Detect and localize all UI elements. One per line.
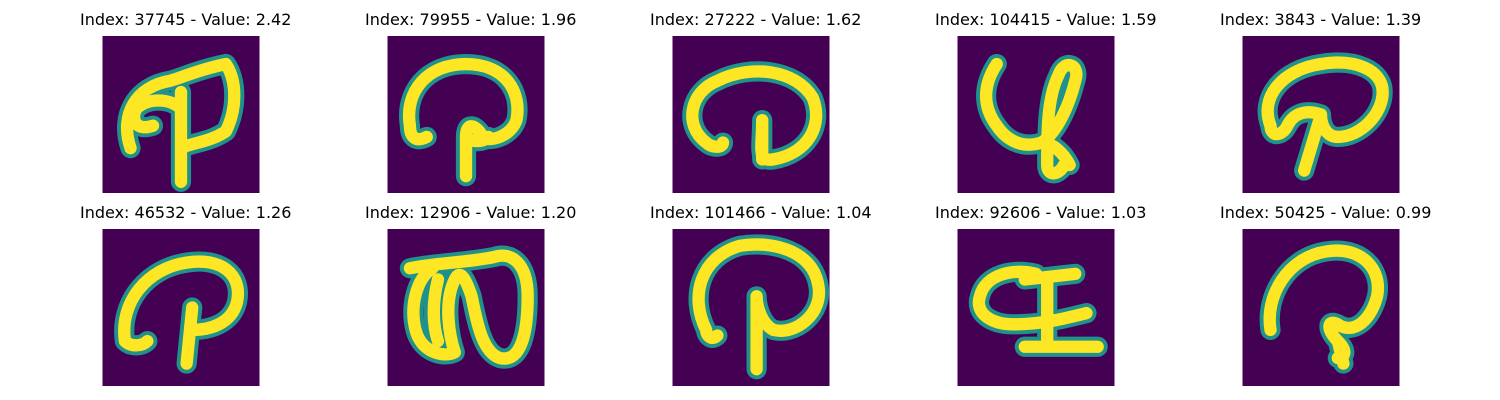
panel-title: Index: 79955 - Value: 1.96 xyxy=(365,10,577,29)
panel-title: Index: 50425 - Value: 0.99 xyxy=(1220,203,1432,222)
panel-image xyxy=(672,229,830,386)
glyph-27222 xyxy=(672,36,830,193)
panel: Index: 27222 - Value: 1.62 xyxy=(650,10,862,195)
glyph-101466 xyxy=(672,229,830,386)
panel-title: Index: 101466 - Value: 1.04 xyxy=(650,203,872,222)
glyph-79955 xyxy=(387,36,545,193)
glyph-37745 xyxy=(102,36,260,193)
panel: Index: 12906 - Value: 1.20 xyxy=(365,203,577,388)
panel-title: Index: 3843 - Value: 1.39 xyxy=(1220,10,1422,29)
panel-image xyxy=(957,229,1115,386)
panel: Index: 46532 - Value: 1.26 xyxy=(80,203,292,388)
panel-title: Index: 92606 - Value: 1.03 xyxy=(935,203,1147,222)
panel-image xyxy=(672,36,830,193)
panel-title: Index: 37745 - Value: 2.42 xyxy=(80,10,292,29)
panel-image xyxy=(1242,36,1400,193)
panel: Index: 50425 - Value: 0.99 xyxy=(1220,203,1432,388)
glyph-46532 xyxy=(102,229,260,386)
panel: Index: 37745 - Value: 2.42 xyxy=(80,10,292,195)
glyph-92606 xyxy=(957,229,1115,386)
panel: Index: 101466 - Value: 1.04 xyxy=(650,203,872,388)
panel: Index: 104415 - Value: 1.59 xyxy=(935,10,1157,195)
panel-image xyxy=(1242,229,1400,386)
panel-image xyxy=(957,36,1115,193)
panel-image xyxy=(387,36,545,193)
panel-title: Index: 27222 - Value: 1.62 xyxy=(650,10,862,29)
panel: Index: 92606 - Value: 1.03 xyxy=(935,203,1147,388)
glyph-50425 xyxy=(1242,229,1400,386)
glyph-104415 xyxy=(957,36,1115,193)
glyph-3843 xyxy=(1242,36,1400,193)
panel: Index: 79955 - Value: 1.96 xyxy=(365,10,577,195)
panel-image xyxy=(387,229,545,386)
panel-title: Index: 46532 - Value: 1.26 xyxy=(80,203,292,222)
panel-image xyxy=(102,229,260,386)
panel: Index: 3843 - Value: 1.39 xyxy=(1220,10,1422,195)
panel-image xyxy=(102,36,260,193)
panel-title: Index: 104415 - Value: 1.59 xyxy=(935,10,1157,29)
glyph-12906 xyxy=(387,229,545,386)
panel-title: Index: 12906 - Value: 1.20 xyxy=(365,203,577,222)
